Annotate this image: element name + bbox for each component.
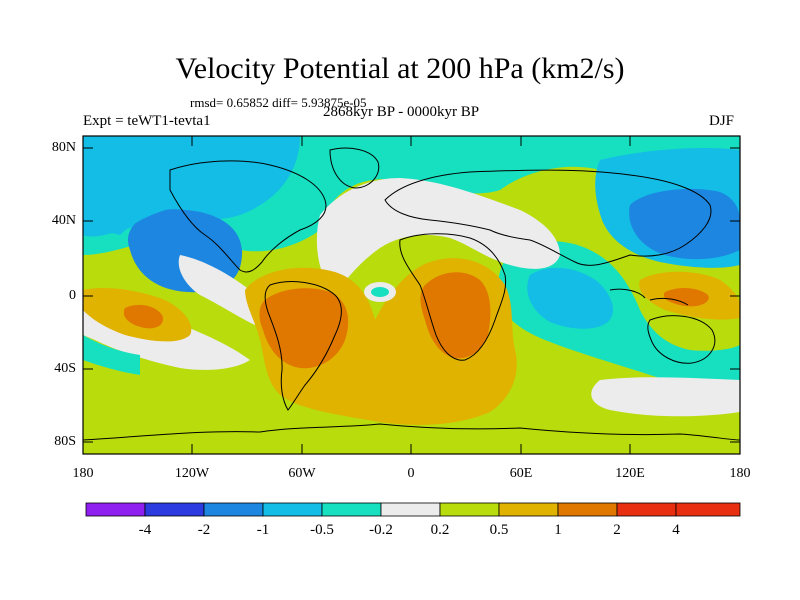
season-label: DJF xyxy=(709,113,735,129)
contour-neg-medium-west xyxy=(99,184,185,235)
contour-neg-strong-asia xyxy=(629,188,740,260)
colorbar-label: -1 xyxy=(256,522,270,538)
lat-label-40s: 40S xyxy=(54,361,76,376)
colorbar-box xyxy=(262,502,323,517)
lat-label-80n: 80N xyxy=(51,140,76,155)
colorbar-box xyxy=(203,502,264,517)
contour-pos-strong-pacific xyxy=(123,304,164,329)
colorbar xyxy=(85,502,741,517)
colorbar-box xyxy=(675,502,741,517)
coast-indonesia xyxy=(609,288,689,306)
colorbar-label: 0.5 xyxy=(489,522,509,538)
lon-label-120e: 120E xyxy=(615,466,645,481)
axis-ticks xyxy=(83,136,740,454)
lon-label-60w: 60W xyxy=(288,466,316,481)
colorbar-box xyxy=(557,502,618,517)
colorbar-label: 0.2 xyxy=(430,522,450,538)
lat-label-40n: 40N xyxy=(51,213,76,228)
contour-field xyxy=(83,136,740,454)
coast-greenland xyxy=(329,147,380,189)
contour-neutral-central xyxy=(178,255,260,325)
coast-eurasia xyxy=(384,169,712,266)
experiment-label: Expt = teWT1-tevta1 xyxy=(83,113,211,129)
rmsd-diff-stats: rmsd= 0.65852 diff= 5.93875e-05 xyxy=(190,95,367,110)
contour-neg-spot xyxy=(371,287,389,297)
lat-label-80s: 80S xyxy=(54,434,76,449)
lon-label-0: 0 xyxy=(407,466,415,481)
time-period-label: 2868kyr BP - 0000kyr BP xyxy=(323,104,480,120)
coast-antarctica xyxy=(83,423,740,441)
coast-africa xyxy=(399,233,507,361)
coast-south-america xyxy=(264,281,342,411)
contour-pos-strong-samerica xyxy=(259,288,349,369)
colorbar-label: 4 xyxy=(672,522,680,538)
plot-title: Velocity Potential at 200 hPa (km2/s) xyxy=(175,52,625,85)
contour-neg-medium-indian xyxy=(527,267,613,329)
contour-pos-strong-wpacific xyxy=(663,288,709,307)
colorbar-box xyxy=(616,502,677,517)
contour-neutral-southern xyxy=(591,377,740,417)
colorbar-box xyxy=(380,502,441,517)
colorbar-box xyxy=(144,502,205,517)
colorbar-label: -0.5 xyxy=(310,522,334,538)
lon-label-180-right: 180 xyxy=(729,466,751,481)
colorbar-label: -0.2 xyxy=(369,522,393,538)
contour-neg-medium-arctic xyxy=(180,136,250,160)
coast-north-america xyxy=(169,160,327,273)
colorbar-box xyxy=(439,502,500,517)
contour-neutral-atlantic xyxy=(316,178,560,295)
coast-australia xyxy=(647,315,716,364)
lat-label-0: 0 xyxy=(69,288,76,303)
colorbar-label: 1 xyxy=(554,522,562,538)
colorbar-box xyxy=(321,502,382,517)
lon-label-180-left: 180 xyxy=(72,466,94,481)
coastlines xyxy=(83,147,740,441)
lon-label-60e: 60E xyxy=(509,466,533,481)
colorbar-box xyxy=(85,502,146,517)
colorbar-box xyxy=(498,502,559,517)
colorbar-label: -4 xyxy=(138,522,152,538)
contour-neg-light-spacific xyxy=(83,335,140,375)
lon-label-120w: 120W xyxy=(174,466,210,481)
contour-pos-strong-africa xyxy=(420,272,491,359)
colorbar-label: -2 xyxy=(197,522,211,538)
colorbar-label: 2 xyxy=(613,522,621,538)
